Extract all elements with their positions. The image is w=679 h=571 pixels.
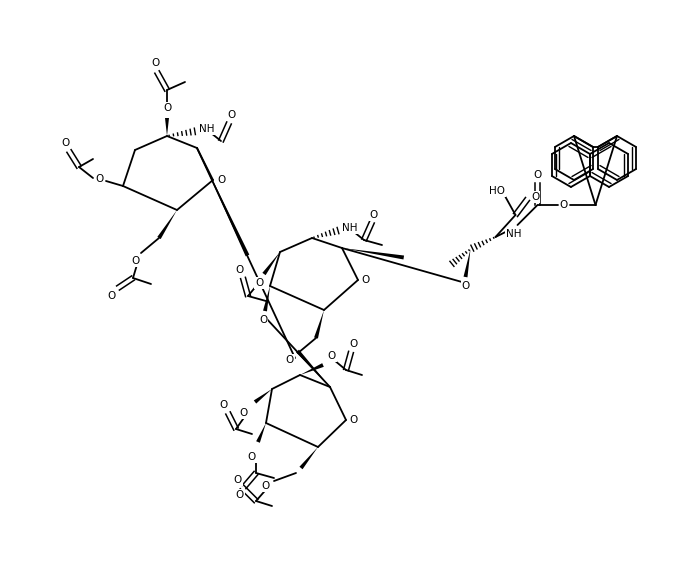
Text: O: O (227, 110, 235, 120)
Text: O: O (107, 291, 115, 301)
Text: O: O (286, 355, 294, 365)
Text: O: O (362, 275, 370, 285)
Text: O: O (131, 256, 139, 266)
Text: O: O (236, 490, 244, 500)
Text: O: O (532, 192, 540, 202)
Polygon shape (296, 349, 330, 387)
Text: O: O (255, 278, 263, 288)
Text: O: O (95, 174, 103, 184)
Polygon shape (464, 249, 471, 278)
Text: O: O (259, 315, 267, 325)
Text: O: O (248, 452, 256, 462)
Polygon shape (314, 310, 324, 339)
Text: O: O (370, 210, 378, 220)
Text: NH: NH (506, 229, 521, 239)
Polygon shape (300, 363, 324, 375)
Text: HO: HO (490, 186, 505, 196)
Polygon shape (158, 210, 177, 239)
Text: O: O (151, 58, 159, 68)
Text: O: O (461, 281, 470, 291)
Text: O: O (262, 481, 270, 491)
Text: O: O (217, 175, 225, 185)
Polygon shape (299, 447, 318, 469)
Text: O: O (350, 339, 358, 349)
Polygon shape (342, 248, 404, 259)
Polygon shape (254, 389, 272, 404)
Text: O: O (163, 103, 171, 113)
Text: O: O (61, 138, 69, 148)
Text: O: O (220, 400, 228, 410)
Text: O: O (236, 265, 244, 275)
Text: O: O (234, 475, 242, 485)
Text: O: O (350, 415, 358, 425)
Text: O: O (559, 200, 568, 210)
Text: NH: NH (342, 223, 358, 233)
Polygon shape (165, 118, 169, 136)
Polygon shape (256, 423, 266, 443)
Polygon shape (262, 252, 280, 275)
Text: O: O (328, 351, 336, 361)
Text: O: O (240, 408, 248, 418)
Polygon shape (197, 148, 249, 256)
Polygon shape (263, 286, 270, 311)
Text: NH: NH (199, 124, 215, 134)
Text: O: O (534, 170, 542, 180)
